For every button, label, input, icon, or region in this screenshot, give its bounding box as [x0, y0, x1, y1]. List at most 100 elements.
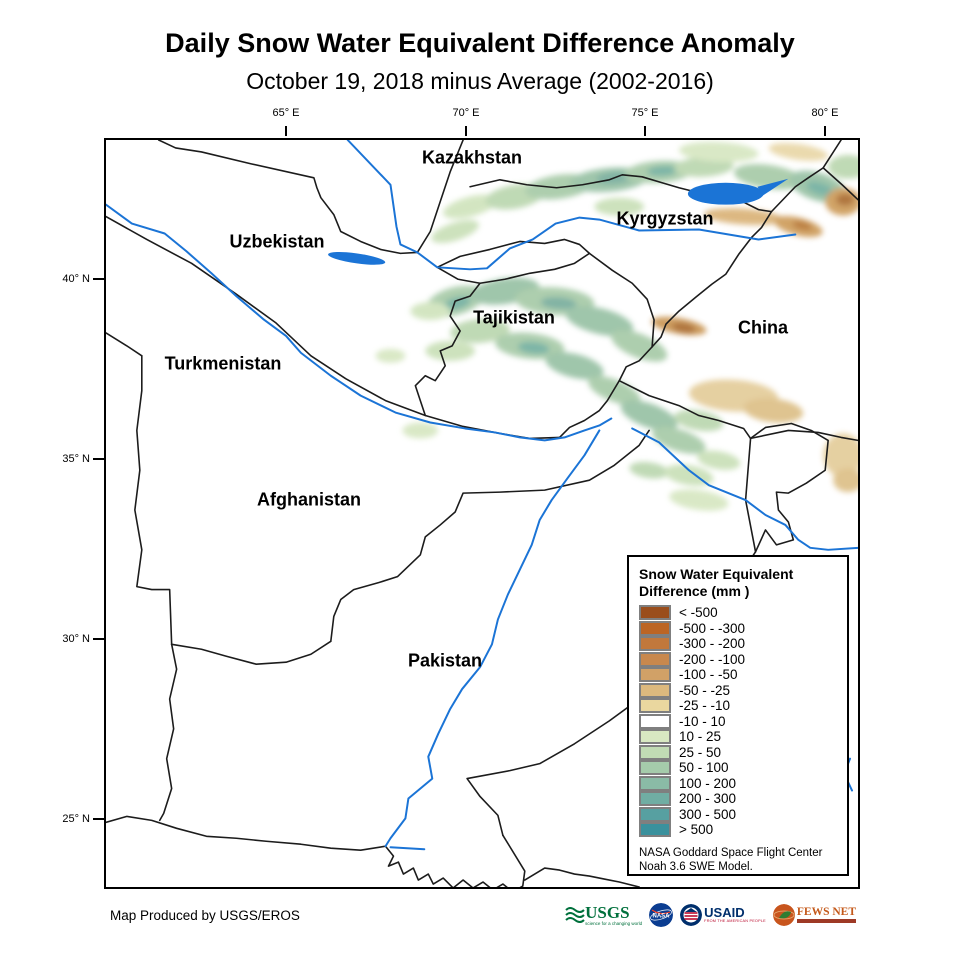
label-kyrgyzstan: Kyrgyzstan [616, 208, 714, 229]
lat-label-25n: 25° N [62, 813, 90, 825]
page-subtitle: October 19, 2018 minus Average (2002-201… [246, 68, 714, 94]
legend-item: 50 - 100 [639, 760, 839, 776]
border-kazakhstan-uzbekistan [157, 140, 419, 255]
usaid-wordmark: USAID [704, 904, 745, 920]
lake-aydar [328, 252, 386, 265]
fewsnet-logo: FEWS NET [772, 904, 856, 926]
lat-label-35n: 35° N [62, 453, 90, 465]
lon-label-65e: 65° E [272, 107, 300, 119]
usaid-tagline: FROM THE AMERICAN PEOPLE [704, 918, 766, 923]
legend-item: > 500 [639, 822, 839, 838]
border-iran-pakistan [158, 643, 178, 822]
legend-swatch [639, 791, 671, 807]
lake-issyk-kul [687, 182, 764, 205]
lake-issyk-kul-tail [757, 178, 789, 196]
lon-label-80e: 80° E [811, 107, 839, 119]
border-wakhan-karakoram [618, 379, 752, 440]
map-drawing [106, 140, 858, 887]
page-title: Daily Snow Water Equivalent Difference A… [165, 28, 795, 58]
fewsnet-tagline-bar [796, 919, 856, 923]
usaid-logo: USAID FROM THE AMERICAN PEOPLE [680, 904, 766, 926]
legend-item: -100 - -50 [639, 667, 839, 683]
border-afghanistan-pakistan [330, 429, 650, 643]
river-syr-darya [346, 140, 797, 271]
map-canvas: Kazakhstan Kyrgyzstan Uzbekistan Tajikis… [104, 138, 860, 889]
legend-item: -200 - -100 [639, 651, 839, 668]
lon-tick [285, 126, 287, 136]
legend-item: -500 - -300 [639, 620, 839, 637]
legend-source: NASA Goddard Space Flight Center Noah 3.… [639, 846, 839, 874]
legend-swatch [639, 682, 671, 698]
nasa-logo-icon: NASA [649, 903, 674, 927]
legend-swatch [639, 822, 671, 838]
lakes [328, 178, 789, 265]
label-uzbekistan: Uzbekistan [229, 231, 325, 252]
border-kyrgyzstan-tajikistan [588, 252, 655, 348]
usgs-wave-icon [565, 907, 585, 923]
legend-source-line1: NASA Goddard Space Flight Center [639, 846, 823, 859]
lat-tick [93, 818, 104, 820]
logo-strip: USGS science for a changing world NASA U… [565, 903, 856, 927]
legend-swatch [639, 620, 671, 636]
coastline-indus-delta [384, 834, 526, 887]
legend-swatch [639, 636, 671, 652]
legend-swatch [639, 775, 671, 791]
legend-swatch [639, 605, 671, 621]
border-china-tibet [749, 429, 858, 442]
border-kazakhstan-china-ne [822, 167, 858, 201]
lon-tick [465, 126, 467, 136]
label-tajikistan: Tajikistan [473, 307, 555, 328]
legend-swatch [639, 806, 671, 822]
label-kazakhstan: Kazakhstan [421, 147, 523, 168]
legend-item: 300 - 500 [639, 806, 839, 823]
legend-swatch [639, 651, 671, 667]
legend-swatch [639, 760, 671, 776]
legend-swatch [639, 744, 671, 760]
river-indus [384, 429, 601, 848]
legend-item: -300 - -200 [639, 636, 839, 652]
river-indus-delta-branch [389, 846, 426, 851]
lat-label-30n: 30° N [62, 633, 90, 645]
usgs-logo: USGS science for a changing world [565, 904, 642, 926]
legend-item: -10 - 10 [639, 713, 839, 730]
legend-box: Snow Water Equivalent Difference (mm ) <… [627, 555, 849, 876]
coastline-west [106, 815, 387, 851]
legend-item: -25 - -10 [639, 698, 839, 714]
rivers [106, 140, 858, 851]
lon-tick [644, 126, 646, 136]
legend-swatch [639, 667, 671, 683]
label-pakistan: Pakistan [407, 650, 483, 671]
usgs-wordmark: USGS [585, 903, 630, 922]
fewsnet-globe-icon [772, 904, 795, 926]
lon-label-70e: 70° E [452, 107, 480, 119]
legend-item: -50 - -25 [639, 682, 839, 699]
label-china: China [737, 317, 789, 338]
usgs-tagline: science for a changing world [585, 921, 643, 926]
river-amu-darya [106, 203, 613, 442]
map-credit: Map Produced by USGS/EROS [110, 908, 300, 923]
fewsnet-wordmark: FEWS NET [796, 906, 856, 918]
legend-swatch [639, 713, 671, 729]
border-kashmir [744, 422, 829, 553]
legend-title-line1: Snow Water Equivalent [639, 566, 794, 582]
lon-tick [824, 126, 826, 136]
river-tarim [631, 427, 858, 551]
border-tashkent-wedge [416, 140, 464, 254]
lat-label-40n: 40° N [62, 273, 90, 285]
snow-anomaly-layer [375, 141, 858, 511]
usaid-seal-icon [680, 904, 703, 926]
legend-items: < -500 -500 - -300 -300 - -200 -200 - -1… [639, 605, 839, 838]
nasa-wordmark: NASA [653, 914, 671, 920]
legend-item: 200 - 300 [639, 791, 839, 807]
lat-tick [93, 278, 104, 280]
border-iran-afghanistan [134, 355, 173, 646]
lon-label-75e: 75° E [631, 107, 659, 119]
label-afghanistan: Afghanistan [256, 489, 362, 510]
border-tajikistan [414, 282, 481, 417]
lat-tick [93, 638, 104, 640]
border-turkmenistan-iran [106, 332, 143, 357]
legend-title-line2: Difference (mm ) [639, 583, 750, 599]
lat-tick [93, 458, 104, 460]
legend-source-line2: Noah 3.6 SWE Model. [639, 860, 753, 873]
